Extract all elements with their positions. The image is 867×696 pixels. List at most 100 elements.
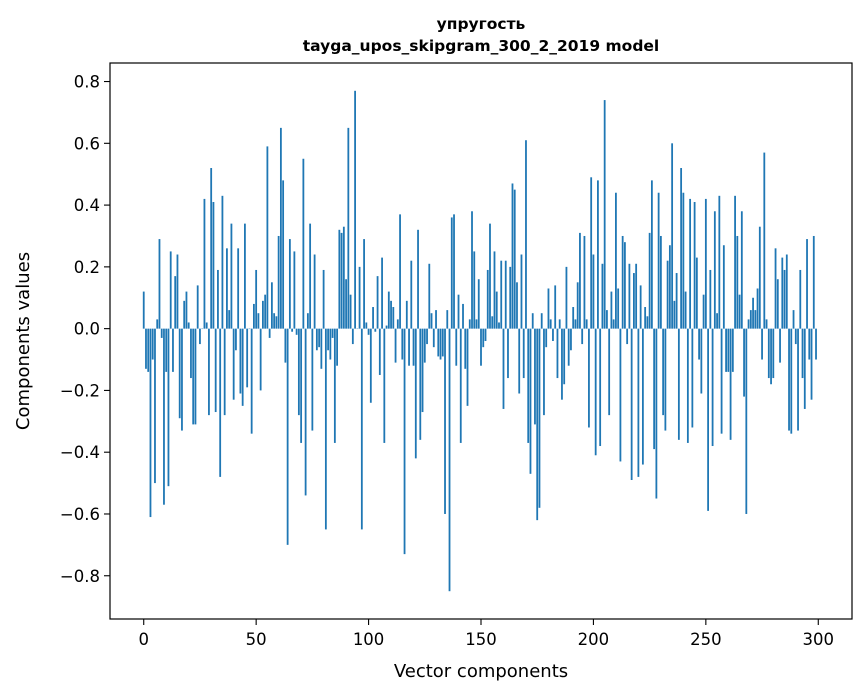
bar (797, 328, 799, 431)
bar (509, 266, 512, 329)
bar (430, 313, 433, 329)
bar (556, 328, 559, 379)
bar (572, 307, 575, 329)
bar (682, 192, 685, 329)
bar (711, 328, 714, 447)
y-tick-label: −0.4 (60, 443, 100, 462)
x-tick-label: 0 (138, 630, 149, 649)
bar (381, 257, 383, 329)
bar (192, 328, 195, 425)
bar (785, 254, 788, 329)
bar (752, 297, 754, 329)
bar (378, 328, 381, 375)
bar (437, 328, 440, 357)
bar (516, 282, 518, 329)
bar (208, 328, 210, 416)
bar (561, 328, 563, 400)
bar (374, 328, 377, 332)
bar (529, 328, 532, 474)
bar (815, 328, 817, 360)
bar (799, 269, 802, 329)
bar (675, 273, 678, 329)
bar (405, 300, 408, 329)
bar (612, 319, 615, 329)
bar (502, 328, 505, 409)
bar (704, 198, 707, 329)
bar (736, 235, 739, 329)
bar (158, 239, 161, 329)
bar (767, 328, 770, 379)
bar (401, 328, 404, 360)
bar (776, 279, 779, 329)
y-tick-label: −0.6 (60, 505, 100, 524)
bar (626, 328, 629, 345)
bar (246, 328, 249, 388)
bar (709, 269, 712, 329)
y-tick-label: 0.6 (74, 134, 100, 153)
bar (484, 328, 487, 341)
bar (309, 223, 312, 329)
bar (185, 291, 188, 329)
bar (545, 328, 548, 348)
bar (176, 254, 179, 329)
bar (219, 328, 222, 477)
plot-frame (109, 62, 853, 620)
bar (565, 266, 568, 329)
bar (403, 328, 406, 555)
bar (329, 328, 332, 360)
bar (435, 310, 437, 329)
bar (619, 328, 622, 462)
x-tick-label: 100 (353, 630, 385, 649)
bar (412, 328, 415, 366)
bar (423, 328, 426, 363)
bar (770, 328, 772, 385)
bar (291, 328, 294, 332)
bar (324, 328, 327, 530)
bar (172, 328, 174, 372)
bar (507, 328, 509, 379)
bar (810, 328, 813, 400)
bars-group (142, 90, 817, 592)
bar (432, 328, 435, 348)
bar (806, 239, 808, 329)
bar (262, 300, 264, 329)
bar (212, 202, 215, 329)
bar (342, 226, 345, 329)
bar (385, 325, 388, 329)
chart-title-line1: упругость (437, 15, 526, 33)
bar (448, 328, 451, 592)
bar (210, 168, 213, 329)
bar (788, 328, 790, 431)
bar (183, 300, 186, 329)
bar (597, 180, 599, 329)
y-axis-ticks: −0.8 −0.6 −0.4 −0.2 0.0 0.2 0.4 0.6 0.8 (60, 73, 110, 586)
bar (601, 263, 604, 329)
bar (504, 260, 507, 329)
y-axis-label: Components values (13, 252, 34, 430)
bar (167, 328, 170, 487)
y-tick-label: 0.8 (74, 73, 100, 92)
bar (522, 328, 525, 379)
bar (199, 328, 201, 345)
bar (520, 254, 523, 329)
bar (462, 303, 464, 329)
bar (713, 211, 716, 329)
bar (615, 192, 617, 329)
bar (716, 313, 718, 329)
bar (554, 285, 557, 329)
bar (592, 254, 595, 329)
bar (525, 140, 527, 329)
bar (511, 183, 514, 329)
bar (441, 328, 444, 357)
bar (547, 288, 550, 329)
bar (376, 276, 379, 329)
bar (635, 263, 638, 329)
bar (327, 328, 329, 351)
bar (677, 328, 680, 440)
bar (396, 319, 399, 329)
bar (187, 322, 190, 329)
bar (536, 328, 539, 521)
bar (641, 328, 644, 465)
bar (756, 288, 759, 329)
